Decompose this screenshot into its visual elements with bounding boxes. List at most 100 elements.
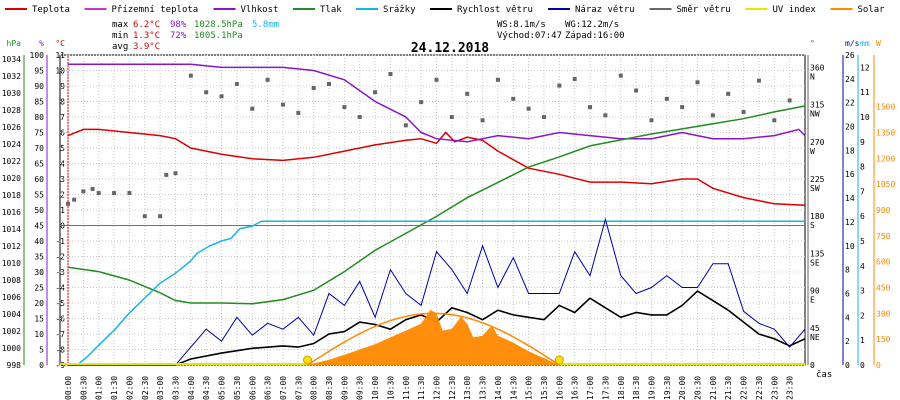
w-tick-label: 1350 (876, 129, 895, 138)
series-7-point (419, 100, 424, 105)
dir-tick-label: 45 (810, 324, 820, 333)
time-tick-label: 09:30 (356, 376, 365, 400)
series-7-point (219, 94, 224, 99)
time-tick-label: 00:00 (64, 376, 73, 400)
ms-tick-label: 8 (845, 266, 850, 275)
ms-tick-label: 0 (845, 361, 850, 370)
dir-tick-label: 360 (810, 63, 825, 72)
pct-axis-label: % (39, 39, 44, 48)
time-tick-label: 07:30 (294, 376, 303, 400)
time-tick-label: 15:00 (525, 376, 534, 400)
mm-tick-label: 2 (860, 311, 865, 320)
dir-tick-label: 0 (810, 361, 815, 370)
series-4-line (68, 220, 805, 366)
dir-name-label: S (810, 221, 815, 230)
chart-title: 24.12.2018 (411, 41, 489, 56)
dir-name-label: W (810, 147, 815, 156)
series-7-point (204, 90, 209, 95)
temp-axis-label: °C (55, 39, 65, 48)
dir-name-label: E (810, 296, 815, 305)
sunset-marker (554, 355, 564, 365)
series-7-point (342, 105, 347, 110)
pct-tick-label: 40 (34, 237, 44, 246)
pct-tick-label: 95 (34, 67, 44, 76)
ms-tick-label: 4 (845, 313, 850, 322)
time-tick-label: 18:30 (632, 376, 641, 400)
pct-tick-label: 45 (34, 222, 44, 231)
stats-temp-min: 1.3°C (133, 31, 160, 41)
ms-tick-label: 20 (845, 123, 855, 132)
legend-label-5: Rychlost větru (457, 5, 533, 15)
legend-label-9: Solar (858, 5, 886, 15)
pct-tick-label: 20 (34, 299, 44, 308)
hpa-tick-label: 1028 (2, 106, 21, 115)
time-tick-label: 19:30 (663, 376, 672, 400)
legend-label-2: Vlhkost (241, 5, 279, 15)
series-7-point (787, 98, 792, 103)
time-tick-label: 10:00 (371, 376, 380, 400)
hpa-tick-label: 1030 (2, 89, 21, 98)
pct-tick-label: 15 (34, 315, 44, 324)
dir-name-label: NW (810, 110, 820, 119)
temp-tick-label: 4 (60, 160, 65, 169)
series-5-line (68, 290, 806, 366)
pct-tick-label: 10 (34, 330, 44, 339)
time-tick-label: 23:30 (786, 376, 795, 400)
hpa-tick-label: 1020 (2, 174, 21, 183)
hpa-tick-label: 1004 (2, 310, 21, 319)
mm-tick-label: 1 (860, 336, 865, 345)
ms-tick-label: 26 (845, 51, 855, 60)
series-9-solar-area (307, 309, 560, 365)
hpa-tick-label: 1012 (2, 242, 21, 251)
series-7-point (280, 102, 285, 107)
series-3-line (67, 105, 806, 305)
time-tick-label: 05:30 (233, 376, 242, 400)
time-tick-label: 17:00 (586, 376, 595, 400)
series-7-point (296, 110, 301, 115)
ms-tick-label: 14 (845, 194, 855, 203)
series-7-point (173, 171, 178, 176)
time-tick-label: 12:00 (433, 376, 442, 400)
w-tick-label: 150 (876, 335, 891, 344)
mm-tick-label: 12 (860, 63, 870, 72)
pct-tick-label: 65 (34, 160, 44, 169)
pct-tick-label: 70 (34, 144, 44, 153)
time-tick-label: 14:30 (509, 376, 518, 400)
series-7-point (603, 113, 608, 118)
time-tick-label: 05:00 (218, 376, 227, 400)
legend-label-3: Tlak (320, 5, 342, 15)
hpa-tick-label: 1010 (2, 259, 21, 268)
w-tick-label: 450 (876, 284, 891, 293)
time-tick-label: 14:00 (494, 376, 503, 400)
w-axis-label: W (876, 39, 881, 48)
w-tick-label: 750 (876, 232, 891, 241)
stats-block: max 6.2°C 98% 1028.5hPa 5.8mm min 1.3°C … (112, 20, 625, 52)
stats-label-max: max (112, 20, 129, 30)
time-tick-label: 23:00 (770, 376, 779, 400)
time-tick-label: 16:00 (555, 376, 564, 400)
series-7-point (388, 72, 393, 77)
time-tick-label: 03:00 (156, 376, 165, 400)
stats-hum-min: 72% (170, 31, 187, 41)
hpa-tick-label: 1000 (2, 344, 21, 353)
legend-label-0: Teplota (32, 5, 70, 15)
hpa-axis-label: hPa (7, 39, 22, 48)
series-0-line (67, 128, 806, 207)
hpa-tick-label: 998 (7, 361, 22, 370)
dir-tick-label: 180 (810, 212, 825, 221)
series-6-line (68, 217, 806, 366)
pct-tick-label: 80 (34, 113, 44, 122)
legend-label-6: Náraz větru (575, 5, 635, 15)
mm-tick-label: 5 (860, 237, 865, 246)
dir-name-label: NE (810, 333, 820, 342)
stats-sunset: Západ:16:00 (565, 31, 625, 41)
series-7-point (327, 81, 332, 86)
series-7-point (188, 73, 193, 78)
time-tick-label: 07:00 (279, 376, 288, 400)
w-tick-label: 1500 (876, 103, 895, 112)
time-tick-label: 13:30 (479, 376, 488, 400)
hpa-tick-label: 1002 (2, 327, 21, 336)
time-tick-label: 06:00 (248, 376, 257, 400)
time-tick-label: 16:30 (571, 376, 580, 400)
series-7-point (434, 77, 439, 82)
